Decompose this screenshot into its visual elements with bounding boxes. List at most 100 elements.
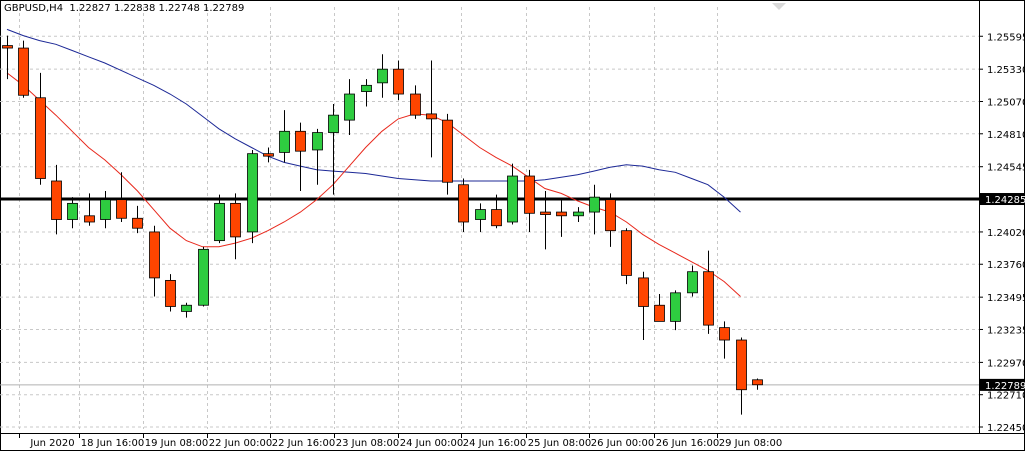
y-tick-label: 1.23235 (987, 325, 1025, 336)
candle-body (230, 202, 241, 238)
x-tick-label: 22 Jun 00:00 (209, 438, 273, 449)
candle-body (507, 175, 518, 223)
candle-body (556, 211, 567, 217)
candle-body (344, 93, 355, 121)
candle (670, 290, 681, 331)
y-tick-label: 1.23495 (987, 293, 1025, 304)
candle-body (149, 231, 160, 279)
candle-body (35, 97, 46, 179)
candle-body (719, 327, 730, 341)
y-tick-label: 1.22970 (987, 358, 1025, 369)
candle (116, 172, 127, 222)
ma-fast-line (6, 72, 741, 297)
y-tick-label: 1.25595 (987, 32, 1025, 43)
candle-body (214, 202, 225, 242)
candle-body (736, 339, 747, 391)
candle-body (165, 279, 176, 307)
candle (475, 203, 486, 232)
candle (2, 35, 13, 80)
candle (230, 193, 241, 260)
ma-slow-line (6, 28, 741, 213)
candle-body (312, 132, 323, 151)
candles (2, 35, 763, 415)
candle (312, 128, 323, 185)
candle-body (621, 230, 632, 276)
candle-body (540, 211, 551, 215)
candle (605, 193, 616, 247)
candle (132, 205, 143, 234)
candle-body (475, 209, 486, 220)
candle-body (51, 180, 62, 220)
candle (214, 194, 225, 244)
candle-body (2, 45, 13, 49)
candle (752, 378, 763, 390)
candle-body (458, 184, 469, 223)
candle (279, 110, 290, 163)
x-tick-label: 18 Jun 16:00 (81, 438, 145, 449)
candle-body (18, 47, 29, 96)
candle (736, 337, 747, 415)
candle (426, 60, 437, 158)
candle (589, 184, 600, 235)
candle-body (491, 209, 502, 227)
y-tick-label: 1.24020 (987, 228, 1025, 239)
candle-body (361, 84, 372, 92)
candle (393, 60, 404, 101)
candle-body (589, 196, 600, 213)
candle (149, 225, 160, 297)
candle-body (670, 292, 681, 322)
candle-body (638, 277, 649, 307)
candle-body (605, 199, 616, 232)
candle-body (247, 153, 258, 233)
candle-body (279, 130, 290, 153)
candle-body (426, 113, 437, 120)
candle-body (132, 217, 143, 229)
candle (524, 169, 535, 232)
candle (573, 207, 584, 222)
y-tick-label: 1.23760 (987, 260, 1025, 271)
grid (0, 7, 979, 429)
candle-body (263, 153, 274, 157)
candle-body (524, 175, 535, 214)
candle (18, 40, 29, 98)
x-tick-label: 26 Jun 16:00 (656, 438, 720, 449)
candle-body (198, 248, 209, 306)
candle (247, 149, 258, 244)
candle (328, 103, 339, 195)
candle (442, 113, 453, 195)
current-price-label-bg (980, 378, 1024, 391)
candle-body (573, 211, 584, 217)
x-tick-label: 23 Jun 08:00 (336, 438, 400, 449)
candle (654, 294, 665, 322)
candle-body (100, 199, 111, 220)
hline-price-label: 1.24285 (985, 195, 1025, 206)
candle (198, 246, 209, 307)
candle (263, 147, 274, 163)
x-tick-label: 22 Jun 16:00 (272, 438, 336, 449)
candle-body (116, 199, 127, 219)
candle (638, 271, 649, 341)
candle-body (295, 130, 306, 152)
candle (458, 178, 469, 232)
x-tick-label: Jun 2020 (29, 438, 74, 449)
candle-body (67, 202, 78, 220)
candle-body (84, 215, 95, 223)
candle (491, 194, 502, 229)
candle (361, 79, 372, 107)
candle (344, 79, 355, 136)
candle (687, 265, 698, 297)
y-tick-label: 1.22710 (987, 391, 1025, 402)
candle-body (703, 271, 714, 326)
x-tick-label: 19 Jun 08:00 (145, 438, 209, 449)
x-tick-label: 26 Jun 00:00 (591, 438, 655, 449)
symbol-info: GBPUSD,H4 1.22827 1.22838 1.22748 1.2278… (4, 3, 245, 14)
x-tick-label: 29 Jun 08:00 (719, 438, 783, 449)
candle (556, 199, 567, 237)
candle (165, 274, 176, 312)
x-tick-label: 25 Jun 08:00 (528, 438, 592, 449)
candle-body (393, 68, 404, 95)
y-tick-label: 1.24545 (987, 163, 1025, 174)
y-tick-label: 1.25070 (987, 97, 1025, 108)
